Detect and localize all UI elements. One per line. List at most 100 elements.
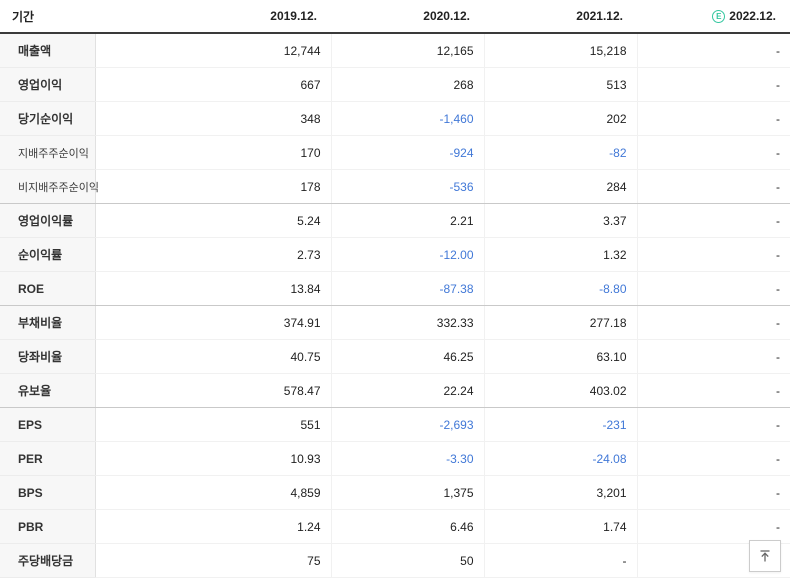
period-header: 기간 <box>0 0 95 34</box>
row-label: 매출액 <box>0 33 96 68</box>
column-header-2019-12: 2019.12. <box>95 0 331 34</box>
cell-value: 46.25 <box>330 339 484 374</box>
table-row: 영업이익률 5.24 2.21 3.37- <box>0 203 790 238</box>
cell-value: 3,201 <box>483 475 637 510</box>
cell-value: 2.73 <box>95 237 331 272</box>
cell-value: 178 <box>95 169 331 204</box>
table-row: 순이익률 2.73 -12.00 1.32- <box>0 237 790 272</box>
cell-value: 202 <box>483 101 637 136</box>
cell-value: 50 <box>330 543 484 578</box>
row-label: 당기순이익 <box>0 101 96 136</box>
cell-value: 10.93 <box>95 441 331 476</box>
table-row: EPS 551 -2,693 -231- <box>0 407 790 442</box>
header-row: 기간 2019.12. 2020.12. 2021.12. E 2022.12. <box>0 0 790 34</box>
cell-value: - <box>636 67 790 102</box>
row-label: 주당배당금 <box>0 543 96 578</box>
cell-value: 12,744 <box>95 33 331 68</box>
cell-value: - <box>636 169 790 204</box>
cell-value: 1.24 <box>95 509 331 544</box>
row-label: 당좌비율 <box>0 339 96 374</box>
row-label: 영업이익률 <box>0 203 96 238</box>
table-row: 비지배주주순이익 178 -536 284- <box>0 169 790 204</box>
row-label: 지배주주순이익 <box>0 135 96 170</box>
cell-value: -536 <box>330 169 484 204</box>
cell-value: 40.75 <box>95 339 331 374</box>
row-label: EPS <box>0 407 96 442</box>
column-header-2022-label: 2022.12. <box>729 9 776 23</box>
cell-value: - <box>636 33 790 68</box>
cell-value: -24.08 <box>483 441 637 476</box>
cell-value: -87.38 <box>330 271 484 306</box>
cell-value: - <box>636 237 790 272</box>
cell-value: 2.21 <box>330 203 484 238</box>
cell-value: 277.18 <box>483 305 637 340</box>
table-body: 매출액 12,744 12,165 15,218- 영업이익 667 268 513- 당기순이… <box>0 33 790 578</box>
cell-value: 170 <box>95 135 331 170</box>
table-row: 당기순이익 348 -1,460 202- <box>0 101 790 136</box>
cell-value: 551 <box>95 407 331 442</box>
cell-value: 3.37 <box>483 203 637 238</box>
cell-value: - <box>636 509 790 544</box>
cell-value: 13.84 <box>95 271 331 306</box>
table-row: PBR 1.24 6.46 1.74- <box>0 509 790 544</box>
column-header-2021-12: 2021.12. <box>484 0 637 34</box>
cell-value: -82 <box>483 135 637 170</box>
cell-value: 22.24 <box>330 373 484 408</box>
cell-value: 1.32 <box>483 237 637 272</box>
cell-value: 4,859 <box>95 475 331 510</box>
cell-value: -8.80 <box>483 271 637 306</box>
cell-value: - <box>483 543 637 578</box>
table-row: BPS 4,859 1,375 3,201- <box>0 475 790 510</box>
column-header-2020-12: 2020.12. <box>331 0 484 34</box>
cell-value: - <box>636 305 790 340</box>
estimate-icon: E <box>712 10 726 23</box>
row-label: PER <box>0 441 96 476</box>
cell-value: 374.91 <box>95 305 331 340</box>
cell-value: - <box>636 441 790 476</box>
row-label: 유보율 <box>0 373 96 408</box>
cell-value: 15,218 <box>483 33 637 68</box>
cell-value: 332.33 <box>330 305 484 340</box>
table-row: 지배주주순이익 170 -924 -82- <box>0 135 790 170</box>
cell-value: - <box>636 135 790 170</box>
cell-value: -924 <box>330 135 484 170</box>
table-row: 당좌비율 40.75 46.25 63.10- <box>0 339 790 374</box>
cell-value: 63.10 <box>483 339 637 374</box>
row-label: BPS <box>0 475 96 510</box>
row-label: 순이익률 <box>0 237 96 272</box>
cell-value: - <box>636 203 790 238</box>
row-label: 부채비율 <box>0 305 96 340</box>
cell-value: -1,460 <box>330 101 484 136</box>
cell-value: - <box>636 475 790 510</box>
row-label: PBR <box>0 509 96 544</box>
cell-value: -231 <box>483 407 637 442</box>
cell-value: 403.02 <box>483 373 637 408</box>
cell-value: - <box>636 373 790 408</box>
scroll-to-top-button[interactable] <box>749 540 781 572</box>
cell-value: - <box>636 407 790 442</box>
table-row: PER 10.93 -3.30 -24.08- <box>0 441 790 476</box>
table-row: 영업이익 667 268 513- <box>0 67 790 102</box>
cell-value: 5.24 <box>95 203 331 238</box>
cell-value: 268 <box>330 67 484 102</box>
cell-value: 12,165 <box>330 33 484 68</box>
cell-value: 578.47 <box>95 373 331 408</box>
table-row: ROE 13.84 -87.38 -8.80- <box>0 271 790 306</box>
cell-value: 1,375 <box>330 475 484 510</box>
table-row: 부채비율 374.91 332.33 277.18- <box>0 305 790 340</box>
cell-value: 667 <box>95 67 331 102</box>
table-row: 매출액 12,744 12,165 15,218- <box>0 33 790 68</box>
cell-value: - <box>636 339 790 374</box>
row-label: 비지배주주순이익 <box>0 169 99 204</box>
cell-value: -12.00 <box>330 237 484 272</box>
row-label: ROE <box>0 271 96 306</box>
table-row: 유보율 578.47 22.24 403.02- <box>0 373 790 408</box>
arrow-up-to-bar-icon <box>760 550 770 562</box>
cell-value: -2,693 <box>330 407 484 442</box>
cell-value: 348 <box>95 101 331 136</box>
row-label: 영업이익 <box>0 67 96 102</box>
column-header-2022-12: E 2022.12. <box>637 0 790 34</box>
cell-value: 284 <box>483 169 637 204</box>
